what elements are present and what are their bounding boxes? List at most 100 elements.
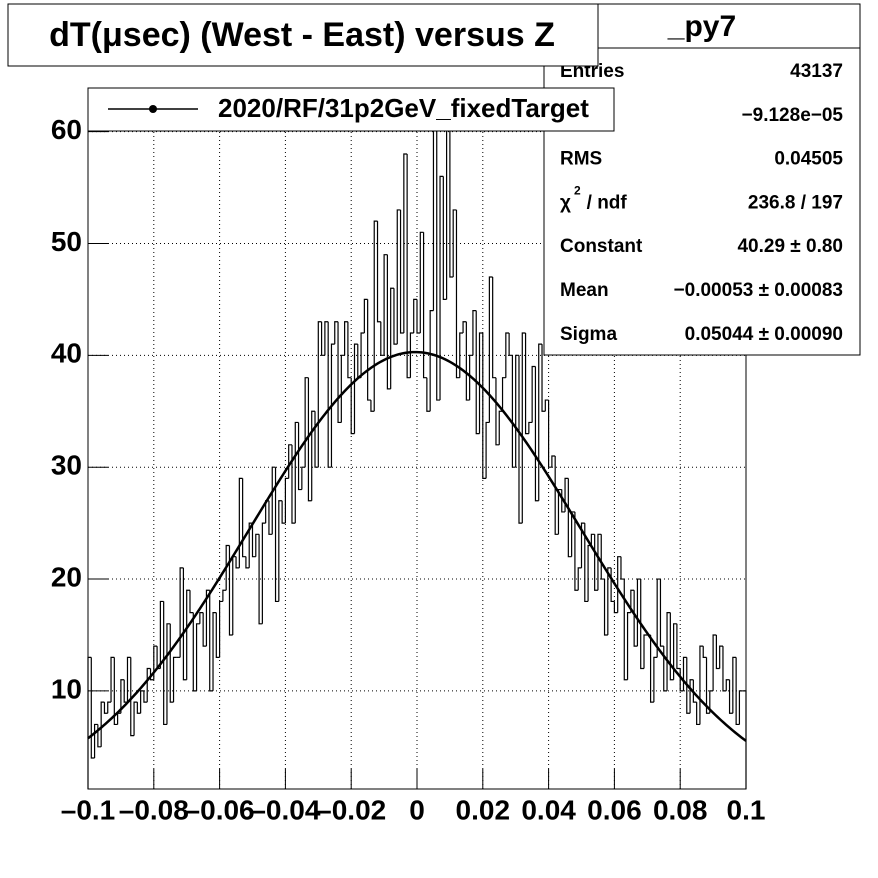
histogram-bin (709, 690, 714, 714)
histogram-bin (304, 377, 309, 468)
histogram-bin (613, 601, 618, 614)
histogram-bin (353, 343, 358, 434)
histogram-bin (436, 98, 441, 401)
histogram-bin (617, 556, 621, 613)
histogram-bin (705, 657, 710, 714)
histogram-bin (344, 321, 348, 356)
histogram-bin (548, 400, 552, 468)
stats-box: _py7 Entries43137Mean−9.128e−05RMS0.0450… (543, 3, 861, 356)
histogram-bin (633, 590, 638, 647)
histogram-bin (673, 623, 677, 680)
y-tick-label: 20 (51, 561, 82, 592)
histogram-bin (228, 545, 233, 636)
histogram-bin (126, 656, 131, 703)
histogram-bin (294, 421, 299, 524)
stats-label-text: Mean (560, 280, 609, 301)
histogram-bin (406, 153, 411, 379)
histogram-bin (320, 321, 325, 356)
histogram-bin (314, 411, 319, 468)
histogram-bin (557, 488, 562, 535)
histogram-bin (120, 679, 125, 714)
histogram-bin (271, 466, 276, 535)
x-tick-label: 0.08 (653, 794, 708, 825)
stats-label: RMS (560, 149, 602, 170)
histogram-bin (195, 623, 200, 691)
histogram-bin (469, 354, 473, 401)
histogram-bin (179, 567, 184, 658)
histogram-bin (656, 578, 661, 658)
histogram-bin (475, 310, 480, 435)
histogram-bin (153, 645, 158, 680)
histogram-bin (492, 277, 496, 379)
stats-label: Sigma (560, 324, 617, 345)
histogram-bin (735, 657, 740, 726)
histogram-bin (419, 231, 424, 333)
stats-value: −9.128e−05 (742, 105, 844, 126)
histogram-bin (235, 556, 240, 569)
stats-label-sup: 2 (574, 184, 581, 198)
stats-value: 40.29 ± 0.80 (737, 236, 843, 257)
histogram-bin (172, 656, 177, 703)
histogram-bin (482, 332, 487, 479)
stats-value: −0.00053 ± 0.00083 (674, 280, 843, 301)
histogram-bin (90, 657, 95, 759)
histogram-bin (383, 254, 388, 356)
histogram-bin (719, 645, 723, 669)
histogram-bin (238, 477, 243, 568)
stats-label-text: / ndf (587, 192, 628, 213)
histogram-bin (702, 646, 707, 658)
x-tick-label: –0.02 (316, 794, 386, 825)
histogram-bin (396, 209, 401, 345)
histogram-bin (212, 612, 217, 691)
legend-marker (149, 105, 157, 113)
histogram-bin (87, 656, 92, 789)
histogram-bin (347, 321, 352, 379)
histogram-bin (696, 702, 700, 726)
x-tick-label: 0.02 (456, 794, 511, 825)
histogram-bin (416, 299, 421, 334)
stats-label: χ2 / ndf (560, 184, 627, 214)
histogram-bin (182, 567, 187, 681)
histogram-bin (689, 679, 694, 714)
histogram-bin (337, 321, 342, 424)
histogram-bin (554, 456, 559, 535)
legend: 2020/RF/31p2GeV_fixedTarget (87, 87, 615, 132)
histogram-bin (455, 209, 460, 379)
histogram-bin (284, 477, 289, 524)
histogram-bin (380, 321, 385, 356)
histogram-bin (166, 623, 171, 725)
histogram-bin (630, 589, 635, 613)
histogram-bin (465, 321, 470, 401)
histogram-bin (462, 321, 467, 333)
y-tick-label: 60 (51, 114, 82, 145)
histogram-bin (577, 567, 582, 591)
histogram-bin (442, 176, 447, 301)
histogram-bin (278, 500, 283, 602)
histogram-bin (515, 354, 519, 468)
histogram-bin (255, 533, 260, 557)
histogram-bin (373, 220, 378, 412)
histogram-bin (626, 612, 631, 680)
histogram-bin (360, 332, 365, 378)
histogram-bin (521, 332, 526, 524)
histogram-bin (340, 354, 345, 423)
histogram-bin (597, 533, 602, 591)
histogram-bin (692, 679, 697, 703)
histogram-bin (505, 332, 510, 378)
histogram-bin (459, 332, 464, 378)
histogram-bin (219, 600, 223, 658)
stats-value: 236.8 / 197 (748, 192, 843, 213)
histogram-bin (251, 523, 256, 558)
histogram-bin (268, 500, 273, 535)
histogram-bin (390, 287, 394, 389)
histogram-bin (110, 656, 115, 703)
histogram-bin (590, 533, 595, 546)
histogram-bin (107, 701, 112, 714)
histogram-bin (258, 534, 263, 625)
histogram-bin (653, 656, 658, 703)
histogram-bin (422, 232, 427, 379)
histogram-bin (620, 556, 625, 580)
x-tick-label: 0.1 (727, 794, 766, 825)
stats-label: Mean (560, 280, 609, 301)
histogram-bin (686, 657, 691, 714)
